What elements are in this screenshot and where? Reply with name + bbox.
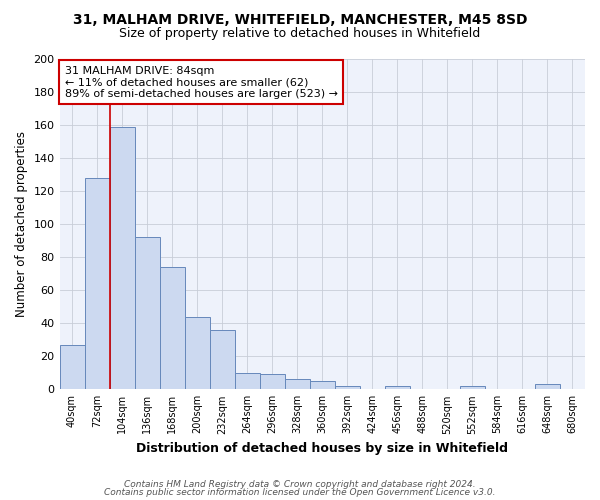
Bar (209, 330, 235, 390)
X-axis label: Distribution of detached houses by size in Whitefield: Distribution of detached houses by size … (136, 442, 508, 455)
Text: 31, MALHAM DRIVE, WHITEFIELD, MANCHESTER, M45 8SD: 31, MALHAM DRIVE, WHITEFIELD, MANCHESTER… (73, 12, 527, 26)
Text: Contains public sector information licensed under the Open Government Licence v3: Contains public sector information licen… (104, 488, 496, 497)
Bar (235, 373, 260, 390)
Bar (260, 374, 285, 390)
Bar (85, 178, 110, 390)
Text: Size of property relative to detached houses in Whitefield: Size of property relative to detached ho… (119, 28, 481, 40)
Bar (110, 126, 134, 390)
Bar (285, 380, 310, 390)
Bar (59, 344, 85, 390)
Bar (535, 384, 560, 390)
Bar (185, 316, 209, 390)
Bar (335, 386, 360, 390)
Bar (134, 238, 160, 390)
Bar (310, 381, 335, 390)
Bar (160, 267, 185, 390)
Bar (460, 386, 485, 390)
Text: 31 MALHAM DRIVE: 84sqm
← 11% of detached houses are smaller (62)
89% of semi-det: 31 MALHAM DRIVE: 84sqm ← 11% of detached… (65, 66, 338, 99)
Y-axis label: Number of detached properties: Number of detached properties (15, 131, 28, 317)
Bar (385, 386, 410, 390)
Text: Contains HM Land Registry data © Crown copyright and database right 2024.: Contains HM Land Registry data © Crown c… (124, 480, 476, 489)
